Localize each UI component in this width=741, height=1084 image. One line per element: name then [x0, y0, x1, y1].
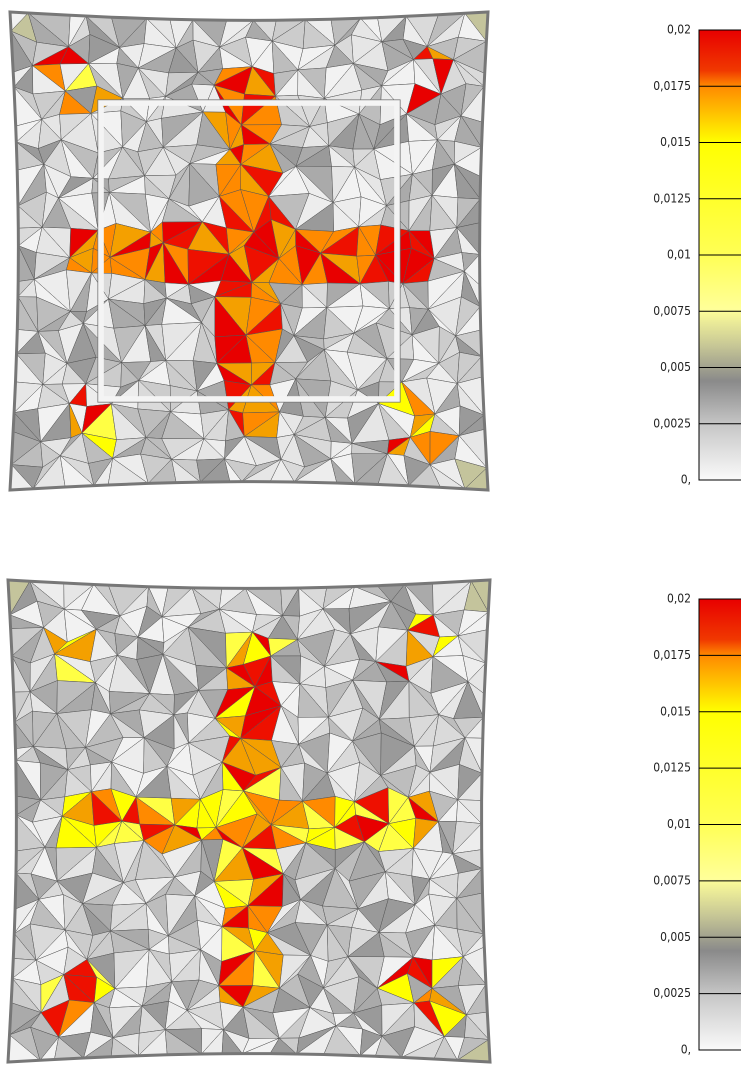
- scale-label: 0,02: [667, 23, 691, 37]
- scale-label: 0,0175: [653, 648, 691, 662]
- scale-label: 0,02: [667, 592, 691, 606]
- scale-label: 0,015: [660, 704, 691, 718]
- inner-frame-edge: [97, 99, 401, 403]
- scale-label: 0,01: [667, 817, 691, 831]
- scale-label: 0,0025: [653, 416, 691, 430]
- scale-label: 0,0075: [653, 304, 691, 318]
- mesh: [6, 578, 492, 1064]
- scale-label: 0,0125: [653, 761, 691, 775]
- mesh-outline: [8, 10, 490, 492]
- scale-label: 0,0125: [653, 191, 691, 205]
- inner-frame: [97, 99, 401, 403]
- scale-label: 0,0075: [653, 873, 691, 887]
- scale-label: 0,01: [667, 248, 691, 262]
- scale-label: 0,: [681, 1043, 691, 1057]
- mesh: [8, 10, 490, 492]
- scale-label: 0,0025: [653, 986, 691, 1000]
- scale-label: 0,: [681, 473, 691, 487]
- scale-label: 0,015: [660, 135, 691, 149]
- scale-label: 0,005: [660, 360, 691, 374]
- scale-label: 0,0175: [653, 79, 691, 93]
- scale-label: 0,005: [660, 930, 691, 944]
- mesh-outline: [6, 578, 492, 1064]
